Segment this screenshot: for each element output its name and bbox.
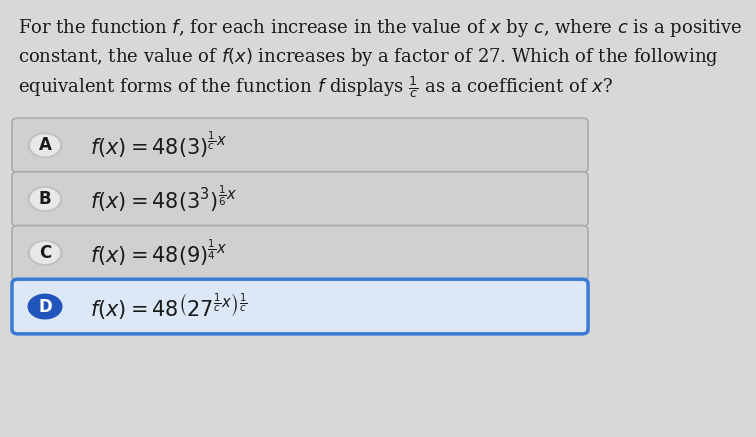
Text: B: B <box>39 190 51 208</box>
Text: equivalent forms of the function $f$ displays $\frac{1}{c}$ as a coefficient of : equivalent forms of the function $f$ dis… <box>18 74 613 100</box>
FancyBboxPatch shape <box>12 279 588 334</box>
Circle shape <box>28 240 62 265</box>
FancyBboxPatch shape <box>12 118 588 173</box>
Text: constant, the value of $f(x)$ increases by a factor of 27. Which of the followin: constant, the value of $f(x)$ increases … <box>18 46 718 68</box>
FancyBboxPatch shape <box>12 225 588 280</box>
Text: For the function $f$, for each increase in the value of $x$ by $c$, where $c$ is: For the function $f$, for each increase … <box>18 17 742 39</box>
Text: D: D <box>38 298 52 316</box>
Circle shape <box>28 295 62 319</box>
Text: $f(x) = 48\left(27^{\frac{1}{c}x}\right)^{\frac{1}{c}}$: $f(x) = 48\left(27^{\frac{1}{c}x}\right)… <box>90 291 248 322</box>
Circle shape <box>30 135 60 156</box>
Circle shape <box>28 187 62 212</box>
Text: C: C <box>39 244 51 262</box>
Circle shape <box>28 133 62 158</box>
Text: $f(x) = 48(3^3)^{\frac{1}{6}x}$: $f(x) = 48(3^3)^{\frac{1}{6}x}$ <box>90 184 237 214</box>
FancyBboxPatch shape <box>12 172 588 226</box>
Circle shape <box>30 242 60 263</box>
Text: A: A <box>39 136 51 154</box>
Text: $f(x) = 48(9)^{\frac{1}{4}x}$: $f(x) = 48(9)^{\frac{1}{4}x}$ <box>90 238 227 268</box>
Circle shape <box>30 189 60 210</box>
Text: $f(x) = 48(3)^{\frac{1}{c}x}$: $f(x) = 48(3)^{\frac{1}{c}x}$ <box>90 130 227 160</box>
